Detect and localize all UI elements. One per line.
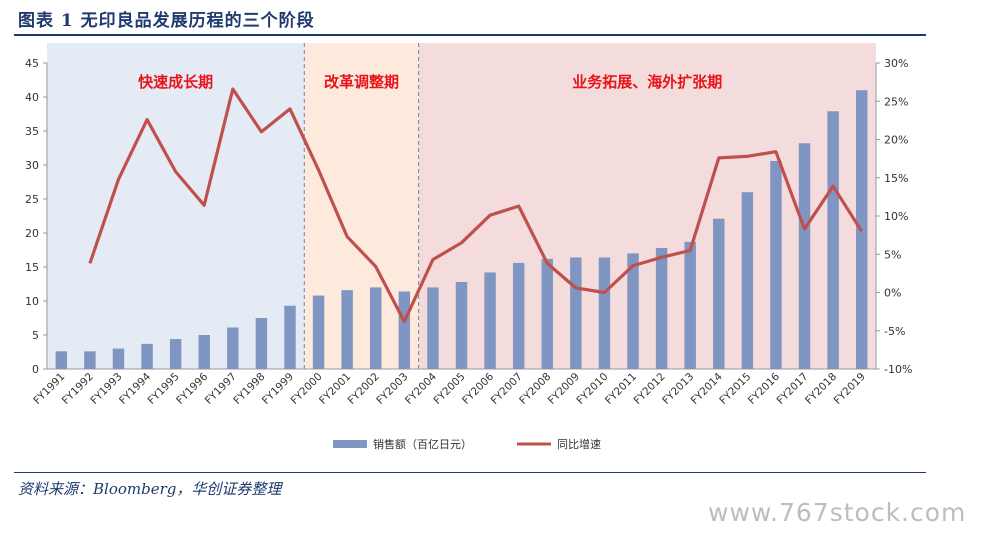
sales-bar [770,160,782,369]
right-tick-label: -10% [884,363,912,376]
left-tick-label: 25 [25,193,39,206]
sales-bar [141,343,153,369]
sales-bar [312,295,325,369]
sales-bar [227,327,239,369]
right-tick-label: 30% [884,57,908,70]
sales-bar [370,287,382,369]
combo-chart: 0 5 10 15 20 25 30 35 40 45 -10% -5% 0% 5% 10% 15% 20% 25… [25,43,912,451]
sales-bar [284,305,296,369]
source-rule [14,472,926,473]
left-tick-label: 10 [25,295,39,308]
sales-bar [570,257,582,369]
sales-bar [84,351,96,369]
right-tick-label: 25% [884,95,908,108]
sales-bar [112,348,125,369]
left-tick-label: 5 [32,329,39,342]
legend-bar-label: 销售额（百亿日元） [373,437,472,451]
left-tick-label: 40 [25,91,39,104]
right-tick-label: -5% [884,325,905,338]
phase-label: 业务拓展、海外扩张期 [572,73,722,91]
right-tick-label: 5% [884,248,901,261]
sales-bar [484,272,496,369]
sales-bar [55,351,68,369]
sales-bar [684,241,696,369]
sales-bar [427,287,439,369]
sales-bar [627,253,639,369]
left-tick-label: 0 [32,363,39,376]
title-rule [14,34,926,36]
phase-label: 改革调整期 [324,73,399,91]
watermark-text: www.767stock.com [708,498,967,527]
sales-bar [398,291,411,369]
sales-bar [598,257,611,369]
x-tick-label: FY2019 [832,371,868,407]
right-tick-label: 0% [884,287,901,300]
sales-bar [655,247,668,369]
sales-bar [169,339,182,369]
left-tick-label: 20 [25,227,39,240]
right-tick-label: 10% [884,210,908,223]
left-tick-label: 15 [25,261,39,274]
legend-bar-swatch [333,440,367,448]
right-tick-label: 20% [884,134,908,147]
sales-bar [541,258,553,369]
right-tick-label: 15% [884,172,908,185]
phase-label: 快速成长期 [138,73,213,91]
source-note: 资料来源：Bloomberg，华创证券整理 [18,480,282,498]
growth-line [88,87,864,324]
sales-bar [255,318,268,369]
phase-band-1 [47,43,305,369]
sales-bar [341,290,353,369]
sales-bar [827,111,839,369]
sales-bar [198,335,210,369]
left-tick-label: 30 [25,159,39,172]
sales-bar [455,281,468,369]
sales-bar [713,218,725,369]
left-tick-label: 35 [25,125,39,138]
sales-bar [798,143,811,369]
left-tick-label: 45 [25,57,39,70]
legend-line-label: 同比增速 [557,437,601,451]
figure-title: 图表 1 无印良品发展历程的三个阶段 [18,11,315,31]
sales-bar [512,262,525,369]
sales-bar [741,192,754,369]
